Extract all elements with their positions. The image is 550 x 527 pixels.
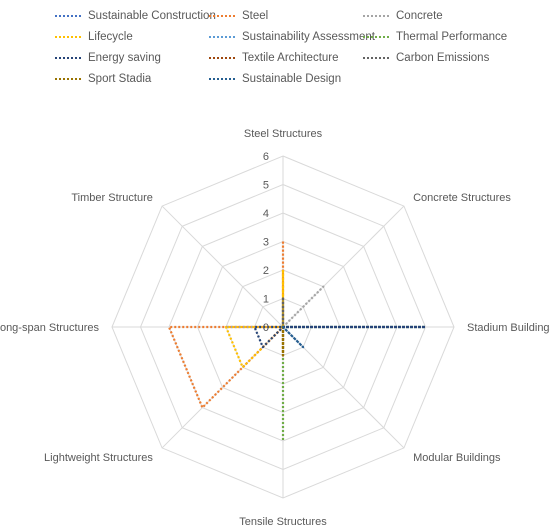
legend-label: Sport Stadia — [88, 73, 152, 85]
axis-label: Stadium Buildings — [467, 322, 550, 334]
radar-series — [167, 240, 427, 443]
legend-label: Steel — [242, 10, 269, 22]
tick-label: 6 — [263, 151, 269, 163]
axis-labels: Steel Structures Concrete Structures Stadi… — [0, 128, 550, 527]
tick-label: 5 — [263, 180, 269, 192]
legend-swatch-3 — [55, 36, 81, 38]
legend-swatch-9 — [55, 78, 81, 80]
tick-label: 4 — [263, 208, 269, 220]
legend-label: Textile Architecture — [242, 52, 339, 64]
legend-label: Sustainability Assessment — [242, 31, 375, 43]
legend-swatch-6 — [55, 57, 81, 59]
axis-label: Tensile Structures — [239, 516, 327, 527]
series-line — [281, 325, 305, 349]
chart-legend: Sustainable Construction Steel Concrete … — [0, 0, 550, 100]
series-line — [253, 325, 427, 349]
legend-item: Lifecycle — [55, 29, 133, 45]
axis-label: Timber Structure — [71, 192, 153, 204]
legend-label: Thermal Performance — [396, 31, 508, 43]
tick-label: 0 — [263, 322, 269, 334]
legend-swatch-4 — [209, 36, 235, 38]
legend-item: Sustainable Design — [209, 71, 341, 87]
legend-label: Carbon Emissions — [396, 52, 490, 64]
legend-swatch-10 — [209, 78, 235, 80]
legend-label: Lifecycle — [88, 31, 133, 43]
tick-label: 1 — [263, 294, 269, 306]
legend-label: Sustainable Construction — [88, 10, 216, 22]
legend-label: Energy saving — [88, 52, 161, 64]
legend-item: Energy saving — [55, 50, 161, 66]
axis-label: Modular Buildings — [413, 452, 501, 464]
legend-item: Concrete — [363, 8, 443, 24]
legend-swatch-7 — [209, 57, 235, 59]
grid-spoke — [161, 326, 284, 449]
legend-swatch-5 — [363, 36, 389, 38]
legend-swatch-0 — [55, 15, 81, 17]
legend-item: Thermal Performance — [363, 29, 507, 45]
legend-swatch-1 — [209, 15, 235, 17]
tick-label: 2 — [263, 265, 269, 277]
legend-item: Sustainability Assessment — [209, 29, 375, 45]
legend-label: Sustainable Design — [242, 73, 342, 85]
legend-label: Concrete — [396, 10, 443, 22]
axis-label: Concrete Structures — [413, 192, 511, 204]
axis-label: Lightweight Structures — [44, 452, 153, 464]
tick-label: 3 — [263, 237, 269, 249]
legend-item: Carbon Emissions — [363, 50, 489, 66]
radial-tick-labels: 0 1 2 3 4 5 6 — [263, 151, 269, 334]
legend-swatch-8 — [363, 57, 389, 59]
legend-item: Textile Architecture — [209, 50, 339, 66]
legend-item: Sustainable Construction — [55, 8, 216, 24]
legend-swatch-2 — [363, 15, 389, 17]
grid-spoke — [161, 205, 284, 328]
axis-label: Steel Structures — [244, 128, 323, 140]
axis-label: Long-span Structures — [0, 322, 99, 334]
legend-item: Steel — [209, 8, 268, 24]
legend-item: Sport Stadia — [55, 71, 151, 87]
